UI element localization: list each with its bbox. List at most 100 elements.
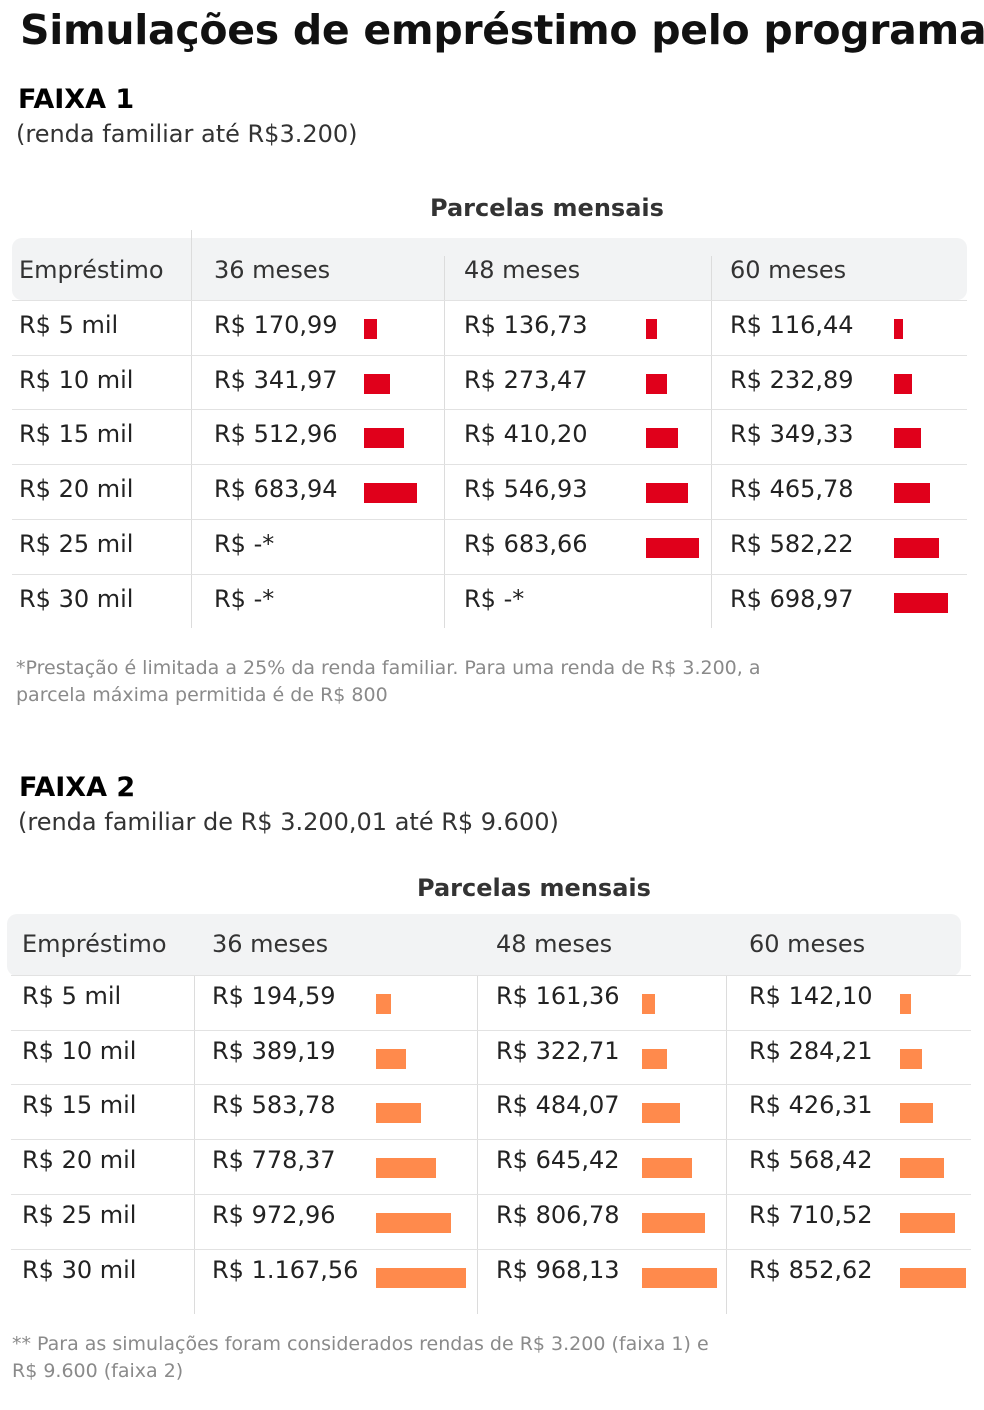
installment-value: R$ -* [214, 584, 275, 613]
header-cell: 60 meses [730, 256, 847, 284]
loan-amount: R$ 15 mil [19, 420, 134, 449]
installment-bar [642, 1158, 692, 1179]
installment-value: R$ 568,42 [749, 1146, 873, 1175]
row-divider [11, 975, 971, 976]
installment-value: R$ 170,99 [214, 311, 338, 339]
installment-bar [646, 428, 678, 449]
installment-bar [364, 373, 390, 394]
installment-value: R$ 116,44 [730, 311, 854, 339]
installment-value: R$ -* [214, 529, 275, 558]
row-divider [12, 300, 967, 301]
installment-value: R$ 583,78 [212, 1091, 336, 1120]
installment-value: R$ 698,97 [730, 584, 854, 613]
installment-value: R$ 484,07 [496, 1091, 620, 1120]
row-divider [12, 354, 967, 356]
installment-bar [376, 1212, 451, 1233]
installment-value: R$ 194,59 [212, 982, 336, 1010]
installment-value: R$ 582,22 [730, 529, 854, 558]
faixa2-note: ** Para as simulações foram considerados… [12, 1333, 709, 1382]
header-cell: 36 meses [212, 930, 329, 958]
installment-bar [364, 428, 404, 449]
row-divider [12, 518, 967, 520]
loan-amount: R$ 10 mil [19, 365, 134, 394]
header-cell: 48 meses [464, 256, 581, 284]
installment-bar [900, 1158, 944, 1179]
installment-bar [894, 537, 939, 558]
row-divider [12, 409, 967, 411]
installment-value: R$ 341,97 [214, 365, 338, 394]
installment-value: R$ 546,93 [464, 475, 588, 504]
loan-amount: R$ 10 mil [22, 1036, 137, 1065]
column-divider [726, 976, 727, 1314]
installment-value: R$ 1.167,56 [212, 1255, 359, 1284]
installment-bar [894, 428, 921, 449]
installment-value: R$ 512,96 [214, 420, 338, 449]
installment-bar [642, 1048, 667, 1069]
installment-bar [642, 1267, 717, 1288]
installment-bar [376, 1048, 406, 1069]
row-divider [11, 1029, 971, 1031]
installment-value: R$ 161,36 [496, 982, 620, 1010]
loan-amount: R$ 20 mil [22, 1146, 137, 1175]
installment-bar [642, 1212, 705, 1233]
header-cell: 48 meses [496, 930, 613, 958]
column-divider [194, 976, 195, 1314]
installment-value: R$ 410,20 [464, 420, 588, 449]
installment-bar [642, 994, 655, 1014]
installment-value: R$ -* [464, 584, 525, 613]
installment-value: R$ 710,52 [749, 1200, 873, 1229]
installment-bar [900, 1048, 922, 1069]
faixa2-parcelas-label: Parcelas mensais [417, 874, 651, 902]
installment-value: R$ 645,42 [496, 1146, 620, 1175]
installment-value: R$ 778,37 [212, 1146, 336, 1175]
installment-bar [364, 483, 417, 504]
installment-value: R$ 806,78 [496, 1200, 620, 1229]
loan-amount: R$ 30 mil [22, 1255, 137, 1284]
installment-value: R$ 426,31 [749, 1091, 873, 1120]
installment-value: R$ 683,66 [464, 529, 588, 558]
table-header [7, 914, 961, 976]
installment-bar [894, 592, 948, 613]
installment-bar [894, 373, 912, 394]
installment-value: R$ 322,71 [496, 1036, 620, 1065]
installment-bar [376, 994, 391, 1014]
column-divider [444, 256, 445, 628]
installment-bar [646, 483, 688, 504]
installment-bar [642, 1103, 680, 1124]
faixa1-note: *Prestação é limitada a 25% da renda fam… [16, 657, 761, 706]
installment-value: R$ 142,10 [749, 982, 873, 1010]
loan-amount: R$ 25 mil [22, 1200, 137, 1229]
installment-value: R$ 683,94 [214, 475, 338, 504]
header-cell: 36 meses [214, 256, 331, 284]
installment-bar [900, 1212, 955, 1233]
installment-bar [646, 537, 699, 558]
installment-bar [376, 1158, 436, 1179]
installment-value: R$ 349,33 [730, 420, 854, 449]
row-divider [11, 1084, 971, 1086]
installment-bar [894, 319, 903, 339]
loan-amount: R$ 5 mil [22, 982, 122, 1010]
column-divider [711, 256, 712, 628]
row-divider [11, 1193, 971, 1195]
faixa1-parcelas-label: Parcelas mensais [430, 194, 664, 222]
header-cell: Empréstimo [22, 930, 167, 958]
loan-amount: R$ 20 mil [19, 475, 134, 504]
faixa1-subtitle: (renda familiar até R$3.200) [16, 120, 358, 148]
installment-value: R$ 389,19 [212, 1036, 336, 1065]
faixa2-table: Empréstimo 36 meses 48 meses 60 meses R$ 5 m… [7, 914, 971, 1314]
installment-value: R$ 136,73 [464, 311, 588, 339]
faixa1-table: Empréstimo 36 meses 48 meses 60 meses R$ 5 m… [12, 230, 967, 628]
faixa1-title: FAIXA 1 [18, 84, 135, 115]
installment-value: R$ 284,21 [749, 1036, 873, 1065]
installment-bar [894, 483, 930, 504]
table-header [12, 238, 967, 300]
installment-bar [646, 319, 657, 339]
row-divider [11, 1248, 971, 1250]
installment-value: R$ 972,96 [212, 1200, 336, 1229]
loan-amount: R$ 30 mil [19, 584, 134, 613]
header-cell: Empréstimo [19, 256, 164, 284]
installment-value: R$ 968,13 [496, 1255, 620, 1284]
faixa2-subtitle: (renda familiar de R$ 3.200,01 até R$ 9.… [18, 808, 559, 836]
installment-value: R$ 852,62 [749, 1255, 873, 1284]
installment-value: R$ 465,78 [730, 475, 854, 504]
